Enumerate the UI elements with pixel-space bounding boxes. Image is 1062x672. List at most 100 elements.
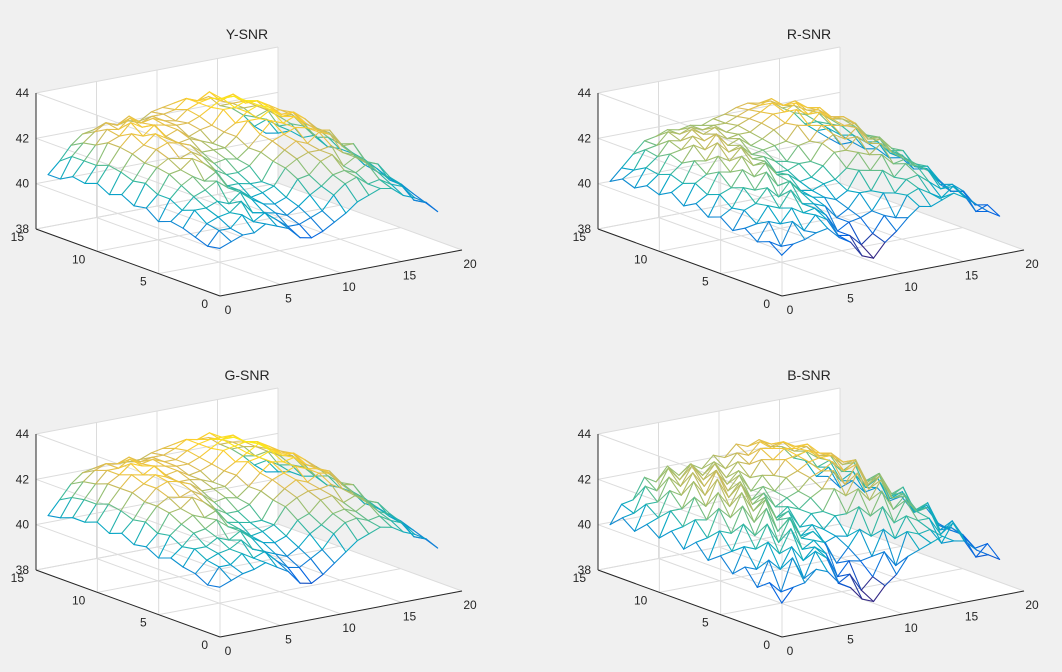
mesh-edge — [857, 488, 871, 517]
mesh-edge — [234, 452, 248, 463]
mesh-edge — [807, 450, 821, 454]
mesh-edge — [930, 535, 943, 544]
mesh-edge — [200, 479, 214, 483]
mesh-edge — [270, 450, 284, 463]
mesh-edge — [751, 492, 765, 501]
mesh-edge — [803, 230, 817, 234]
mesh-edge — [742, 523, 757, 550]
mesh-edge — [904, 158, 918, 167]
mesh-edge — [118, 463, 132, 476]
mesh-edge — [286, 555, 300, 569]
mesh-edge — [71, 496, 85, 501]
mesh-edge — [228, 530, 241, 541]
mesh-edge — [180, 184, 195, 198]
mesh-edge — [332, 174, 346, 185]
mesh-edge — [272, 488, 286, 501]
mesh-edge — [815, 227, 829, 234]
grid-line — [158, 568, 401, 616]
mesh-edge — [791, 557, 806, 584]
mesh-edge — [219, 241, 232, 249]
mesh-edge — [378, 515, 392, 522]
mesh-edge — [841, 125, 854, 136]
mesh-edge — [729, 492, 743, 508]
mesh-edge — [800, 192, 814, 198]
mesh-edge — [727, 138, 740, 146]
mesh-edge — [320, 160, 334, 176]
y-tick-label: 5 — [140, 275, 147, 289]
mesh-edge — [714, 463, 728, 485]
mesh-edge — [193, 546, 207, 550]
mesh-edge — [891, 152, 906, 160]
mesh-edge — [117, 463, 132, 469]
mesh-edge — [145, 532, 159, 548]
mesh-edge — [194, 223, 208, 238]
mesh-edge — [117, 117, 131, 131]
mesh-edge — [894, 178, 907, 194]
mesh-edge — [918, 542, 932, 551]
mesh-edge — [229, 552, 243, 566]
mesh-edge — [298, 223, 313, 239]
mesh-edge — [803, 214, 816, 232]
mesh-edge — [836, 217, 850, 223]
mesh-edge — [233, 436, 247, 443]
mesh-edge — [609, 503, 623, 526]
mesh-edge — [916, 506, 929, 513]
mesh-edge — [129, 117, 143, 128]
y-tick-label: 15 — [573, 230, 587, 244]
mesh-edge — [182, 209, 196, 229]
mesh-edge — [693, 160, 708, 175]
mesh-edge — [182, 548, 196, 568]
mesh-edge — [224, 485, 238, 499]
mesh-edge — [338, 148, 353, 154]
mesh-edge — [248, 472, 261, 488]
mesh-edge — [389, 176, 403, 188]
y-tick-label: 0 — [763, 638, 770, 652]
mesh-edge — [819, 454, 833, 458]
mesh-edge — [633, 485, 646, 514]
mesh-edge — [157, 193, 171, 200]
mesh-edge — [680, 135, 694, 151]
mesh-edge — [929, 192, 943, 201]
mesh-edge — [132, 519, 146, 523]
mesh-edge — [176, 124, 190, 138]
mesh-edge — [377, 502, 391, 515]
mesh-edge — [297, 533, 311, 548]
mesh-edge — [284, 158, 298, 169]
mesh-edge — [738, 470, 751, 479]
mesh-edge — [173, 97, 188, 104]
mesh-edge — [228, 200, 242, 205]
mesh-edge — [95, 483, 109, 505]
mesh-edge — [289, 130, 304, 139]
mesh-edge — [143, 474, 156, 485]
mesh-edge — [824, 542, 838, 564]
mesh-edge — [810, 176, 825, 185]
mesh-edge — [210, 438, 224, 449]
mesh-edge — [775, 169, 789, 173]
mesh-edge — [167, 157, 182, 171]
mesh-edge — [204, 519, 218, 530]
mesh-edge — [70, 142, 84, 146]
mesh-edge — [868, 138, 881, 145]
mesh-edge — [743, 546, 757, 550]
mesh-edge — [305, 463, 319, 470]
mesh-edge — [860, 576, 874, 591]
mesh-edge — [331, 495, 345, 510]
mesh-edge — [833, 151, 848, 169]
mesh-edge — [756, 559, 770, 588]
mesh-edge — [815, 466, 830, 477]
mesh-edge — [765, 507, 780, 544]
mesh-edge — [106, 128, 120, 137]
mesh-edge — [212, 485, 226, 490]
mesh-edge — [288, 571, 301, 584]
mesh-edge — [242, 232, 255, 236]
mesh-edge — [320, 499, 334, 515]
mesh-edge — [152, 458, 166, 467]
mesh-edge — [774, 160, 789, 171]
mesh-edge — [814, 214, 829, 229]
mesh-edge — [130, 463, 144, 476]
mesh-edge — [762, 145, 776, 151]
mesh-edge — [142, 133, 156, 137]
mesh-edge — [747, 447, 762, 456]
mesh-edge — [727, 474, 740, 492]
mesh-edge — [808, 461, 822, 472]
